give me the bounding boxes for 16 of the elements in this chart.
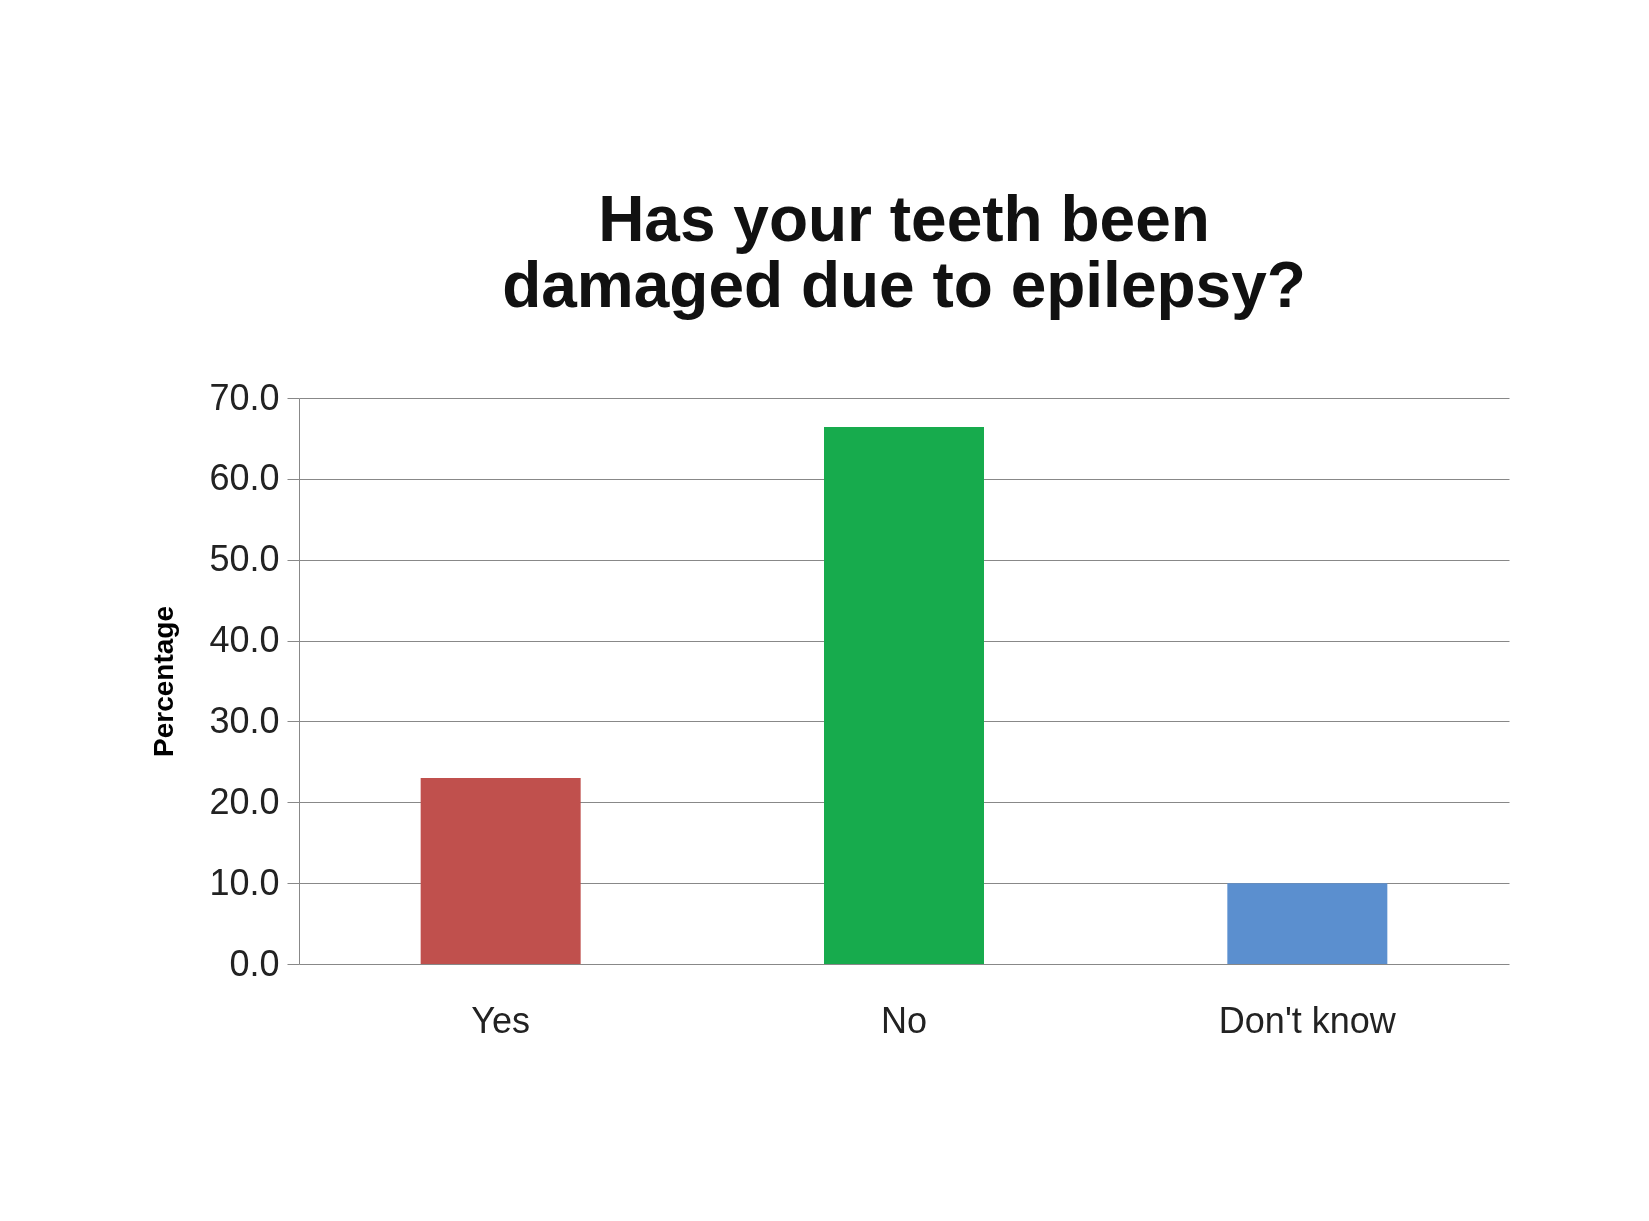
y-tick-label: 20.0 xyxy=(209,780,280,822)
x-tick-label: No xyxy=(880,999,928,1041)
x-tick-label: Yes xyxy=(471,999,531,1041)
bar xyxy=(1227,883,1388,964)
y-tick-label: 70.0 xyxy=(209,376,280,418)
bar xyxy=(420,778,581,964)
x-tick-label: Don't know xyxy=(1218,999,1397,1041)
y-tick-label: 50.0 xyxy=(209,538,280,580)
y-tick-label: 10.0 xyxy=(209,861,280,903)
y-tick-label: 0.0 xyxy=(229,942,280,984)
y-tick-label: 60.0 xyxy=(209,457,280,499)
y-tick-label: 40.0 xyxy=(209,619,280,661)
y-tick-label: 30.0 xyxy=(209,699,280,741)
bar xyxy=(824,427,984,964)
y-axis-title: Percentage xyxy=(148,606,180,757)
chart-title: Has your teeth been damaged due to epilepsy? xyxy=(502,183,1306,321)
